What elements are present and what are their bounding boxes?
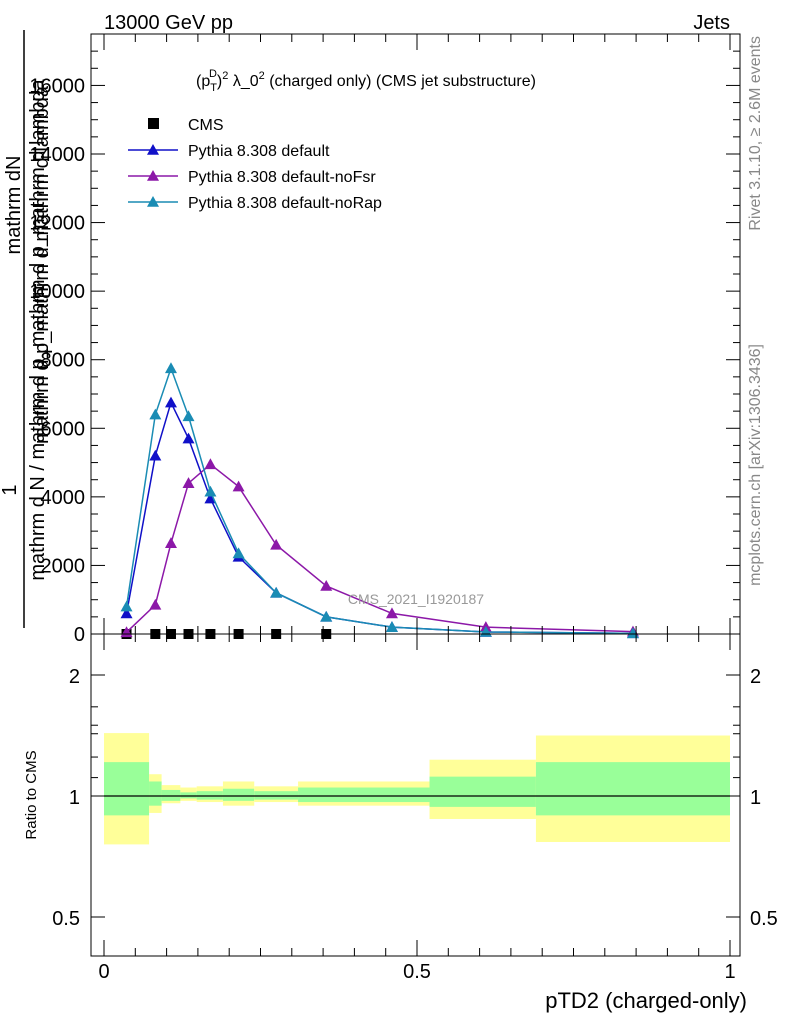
legend-label: CMS	[188, 117, 224, 134]
main-y-tick-label: 14000	[29, 144, 85, 166]
series-marker	[270, 538, 283, 550]
series-marker	[204, 458, 217, 470]
series-marker	[182, 410, 195, 422]
legend-label: Pythia 8.308 default	[188, 143, 330, 160]
series-marker	[120, 607, 133, 619]
series-marker	[385, 607, 398, 619]
main-y-tick-label: 0	[74, 624, 85, 646]
main-x-ticks	[103, 34, 731, 634]
main-y-tick-label: 10000	[29, 281, 85, 303]
title-part-post1: )	[217, 73, 222, 90]
series-line	[126, 463, 633, 633]
title-part-rest: (charged only) (CMS jet substructure)	[265, 73, 536, 90]
series-marker	[385, 621, 398, 632]
ratio-band-inner	[149, 781, 162, 806]
ratio-x-axis: 0 0.5 1	[98, 634, 736, 983]
title-sup-2: 2	[222, 70, 228, 82]
main-y-tick-label: 8000	[41, 350, 86, 372]
ratio-x-tick-label: 0.5	[403, 961, 431, 983]
legend-marker-triangle	[147, 170, 159, 181]
ratio-y-tick-label-left: 0.5	[52, 908, 80, 930]
y-axis-label-one: 1	[0, 484, 21, 495]
main-y-tick-label: 2000	[41, 555, 86, 577]
ratio-band-inner	[196, 791, 223, 800]
ratio-x-tick-label: 0	[98, 961, 109, 983]
ratio-plot-panel: 0.5 0.51 12 2 0 0.5 1 Ratio to CMS pTD2 (char…	[23, 633, 778, 1013]
main-y-tick-label: 4000	[41, 487, 86, 509]
header-process-label: 13000 GeV pp	[104, 12, 233, 34]
series-marker	[232, 480, 245, 492]
ratio-band-inner	[429, 776, 536, 807]
rivet-version-label: Rivet 3.1.10, ≥ 2.6M events	[747, 36, 764, 231]
ratio-y-axis: 0.5 0.5 1 1 2 2	[52, 666, 778, 930]
ratio-band-inner	[180, 792, 197, 799]
legend-marker-triangle	[147, 196, 159, 207]
ratio-y-tick-label-right: 1	[750, 787, 761, 809]
main-y-tick-label: 16000	[29, 75, 85, 97]
legend-marker-triangle	[147, 144, 159, 155]
y-axis-label-denominator: mathrm d N / mathrm d p_mathrm d p_mathr…	[27, 78, 49, 580]
series-marker	[164, 362, 177, 374]
ratio-band-inner	[535, 762, 730, 816]
ratio-band-inner	[254, 791, 299, 800]
main-y-tick-label: 12000	[29, 213, 85, 235]
main-y-axis: 0 2000 4000 6000 8000 10000 12000 14000 16000	[29, 33, 740, 646]
ratio-y-tick-label-left: 1	[69, 787, 80, 809]
mcplots-label: mcplots.cern.ch [arXiv:1306.3436]	[747, 344, 764, 586]
series-marker	[182, 477, 195, 488]
series-marker	[164, 537, 177, 548]
ratio-y-axis-label: Ratio to CMS	[23, 750, 40, 839]
ratio-y-tick-label-left: 2	[69, 666, 80, 688]
series-marker	[149, 408, 162, 420]
ratio-band-inner	[298, 787, 430, 803]
ratio-band-layer	[104, 733, 730, 845]
legend: CMS Pythia 8.308 default Pythia 8.308 defa…	[128, 117, 382, 212]
analysis-watermark: CMS_2021_I1920187	[348, 591, 484, 607]
series-marker	[204, 485, 217, 497]
main-series-layer	[120, 362, 639, 639]
main-plot-panel: 0 2000 4000 6000 8000 10000 12000 14000 16000 (p…	[0, 30, 741, 646]
ratio-band-inner	[222, 788, 255, 801]
plot-title: (pTD)2 λ_02 (charged only) (CMS jet subs…	[196, 68, 536, 94]
ratio-band-inner	[104, 762, 150, 816]
legend-marker-square	[148, 118, 159, 129]
ratio-x-tick-label: 1	[724, 961, 735, 983]
series-marker	[232, 547, 245, 559]
series-marker	[149, 449, 162, 461]
series-marker	[270, 586, 283, 598]
title-sub-T: T	[210, 82, 217, 94]
legend-label: Pythia 8.308 default-noRap	[188, 195, 382, 212]
series-marker	[149, 598, 162, 610]
title-part-lambda: λ_0	[228, 73, 258, 90]
legend-label: Pythia 8.308 default-noFsr	[188, 169, 376, 186]
series-marker	[120, 600, 133, 612]
ratio-y-tick-label-right: 2	[750, 666, 761, 688]
series-marker	[320, 580, 333, 591]
ratio-band-inner	[161, 789, 181, 801]
series-marker	[182, 432, 195, 444]
ratio-plot-frame	[90, 633, 741, 957]
title-sup-D: D	[209, 68, 217, 80]
series-marker	[164, 396, 177, 408]
ratio-y-tick-label-right: 0.5	[750, 908, 778, 930]
header-jets-label: Jets	[693, 12, 730, 34]
main-y-tick-label: 6000	[41, 418, 86, 440]
series-marker	[204, 492, 217, 504]
title-sup-2b: 2	[259, 70, 265, 82]
x-axis-label: pTD2 (charged-only)	[545, 988, 747, 1013]
y-axis-label-numerator: mathrm dN	[3, 156, 25, 255]
title-part-pre: (p	[196, 73, 210, 90]
y-axis-label-overlay: mathrm d p_mathrm d mathrm d lambda	[31, 85, 53, 444]
series-marker	[320, 610, 333, 622]
